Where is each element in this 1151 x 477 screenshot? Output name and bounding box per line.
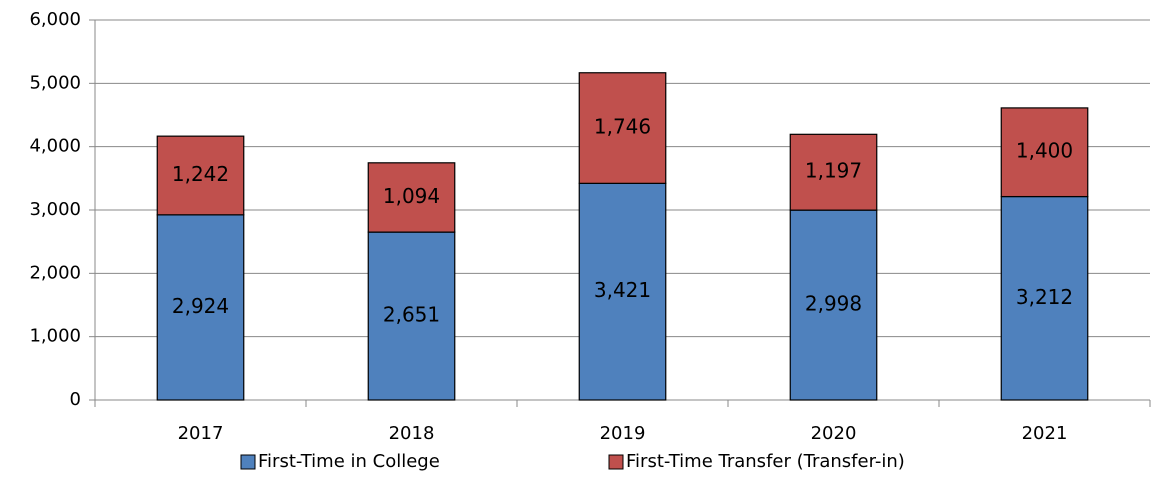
bar-segment (789, 209, 878, 401)
bar-segment (578, 72, 667, 184)
y-tick-label: 3,000 (29, 199, 81, 220)
data-label: 2,924 (172, 294, 229, 318)
legend-label: First-Time in College (258, 451, 440, 472)
y-tick-label: 6,000 (29, 9, 81, 30)
bar-segment (1000, 195, 1089, 401)
data-label: 1,400 (1016, 139, 1073, 163)
y-tick-label: 5,000 (29, 72, 81, 93)
y-tick-label: 4,000 (29, 136, 81, 157)
data-label: 2,651 (383, 303, 440, 327)
legend-swatch (608, 454, 624, 470)
y-tick-label: 2,000 (29, 262, 81, 283)
data-label: 3,212 (1016, 285, 1073, 309)
data-label: 1,746 (594, 115, 651, 139)
legend-swatch (240, 454, 256, 470)
bar-segment (367, 162, 456, 233)
x-tick-label: 2019 (600, 423, 646, 444)
x-tick-label: 2018 (389, 423, 435, 444)
data-label: 3,421 (594, 278, 651, 302)
y-tick-label: 0 (70, 389, 81, 410)
bar-segment (156, 214, 245, 401)
legend-label: First-Time Transfer (Transfer-in) (626, 451, 905, 472)
bar-segment (789, 133, 878, 211)
data-label: 1,094 (383, 184, 440, 208)
y-tick-label: 1,000 (29, 326, 81, 347)
data-label: 1,242 (172, 162, 229, 186)
data-label: 1,197 (805, 159, 862, 183)
bar-segment (578, 182, 667, 401)
x-tick-label: 2020 (811, 423, 857, 444)
bar-segment (156, 135, 245, 216)
x-tick-label: 2017 (178, 423, 224, 444)
data-label: 2,998 (805, 292, 862, 316)
bar-segment (1000, 107, 1089, 198)
x-tick-label: 2021 (1022, 423, 1068, 444)
